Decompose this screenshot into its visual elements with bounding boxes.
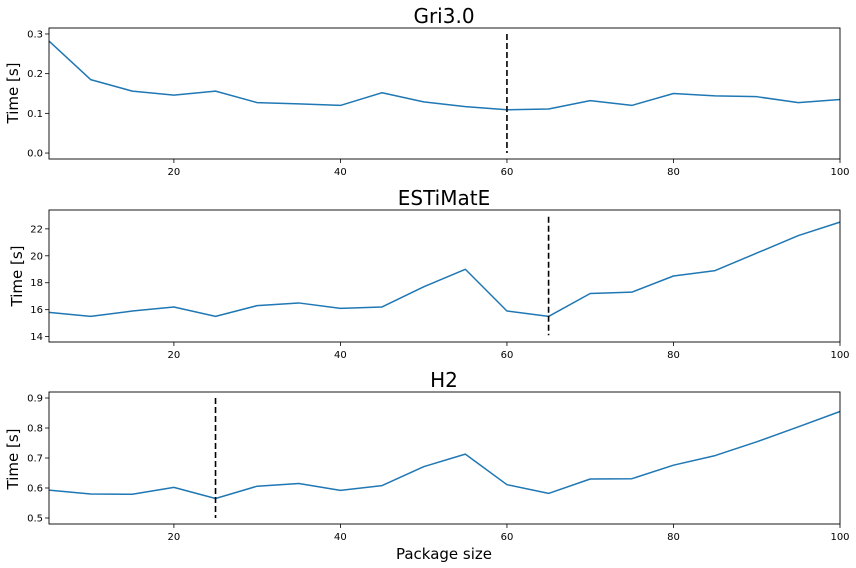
data-point <box>714 269 716 271</box>
data-point <box>506 310 508 312</box>
y-axis-label: Time [s] <box>4 429 22 491</box>
data-point <box>256 485 258 487</box>
data-point <box>672 275 674 277</box>
x-tick-label: 80 <box>667 532 680 543</box>
data-point <box>797 101 799 103</box>
x-tick-label: 100 <box>830 167 849 178</box>
data-point <box>422 101 424 103</box>
data-point <box>422 286 424 288</box>
x-tick-label: 60 <box>501 167 514 178</box>
y-tick-label: 0.6 <box>27 484 43 495</box>
data-point <box>589 292 591 294</box>
subplot-h2: H2 Time [s] Package size 20 40 60 80 100 0.5 0… <box>4 368 850 563</box>
y-tick-label: 0.0 <box>27 149 43 160</box>
series-line <box>48 40 841 111</box>
data-point <box>714 95 716 97</box>
x-tick-label: 20 <box>168 532 181 543</box>
data-point <box>173 94 175 96</box>
data-point <box>173 306 175 308</box>
y-tick-label: 0.8 <box>27 424 43 435</box>
data-point <box>89 315 91 317</box>
data-point <box>214 90 216 92</box>
data-point <box>214 315 216 317</box>
data-point <box>381 484 383 486</box>
y-tick-label: 20 <box>30 251 43 262</box>
data-point <box>464 105 466 107</box>
data-point <box>589 478 591 480</box>
y-tick-label: 14 <box>30 332 43 343</box>
data-point <box>131 493 133 495</box>
plot-area: 20 40 60 80 100 0.0 0.1 0.2 0.3 <box>27 27 850 178</box>
data-point <box>631 104 633 106</box>
data-point <box>672 464 674 466</box>
x-tick-label: 40 <box>334 350 347 361</box>
data-point <box>756 441 758 443</box>
axes-frame <box>48 27 841 160</box>
data-point <box>756 95 758 97</box>
y-tick-label: 0.7 <box>27 454 43 465</box>
data-point <box>547 492 549 494</box>
data-point <box>173 486 175 488</box>
x-tick-label: 80 <box>667 350 680 361</box>
data-point <box>464 268 466 270</box>
subplot-gri3: Gri3.0 Time [s] 20 40 60 80 100 0.0 0.1 0.2 0.3 <box>4 4 850 178</box>
x-tick-label: 60 <box>501 532 514 543</box>
y-tick-label: 0.9 <box>27 394 43 405</box>
x-tick-label: 60 <box>501 350 514 361</box>
data-point <box>298 103 300 105</box>
data-point <box>298 482 300 484</box>
x-tick-label: 40 <box>334 532 347 543</box>
y-axis-label: Time [s] <box>4 63 22 125</box>
y-tick-label: 0.3 <box>27 29 43 40</box>
y-tick-label: 22 <box>30 224 43 235</box>
plot-area: 20 40 60 80 100 14 16 18 20 22 <box>30 209 850 361</box>
y-tick-label: 0.1 <box>27 109 43 120</box>
data-point <box>89 493 91 495</box>
data-point <box>339 104 341 106</box>
data-point <box>506 484 508 486</box>
data-point <box>131 90 133 92</box>
data-point <box>339 307 341 309</box>
data-point <box>256 304 258 306</box>
data-point <box>547 108 549 110</box>
data-point <box>464 453 466 455</box>
data-point <box>381 306 383 308</box>
x-tick-label: 20 <box>168 167 181 178</box>
data-point <box>797 426 799 428</box>
data-point <box>422 466 424 468</box>
x-tick-label: 40 <box>334 167 347 178</box>
y-tick-label: 18 <box>30 278 43 289</box>
data-point <box>672 92 674 94</box>
x-tick-label: 100 <box>830 350 849 361</box>
y-tick-label: 0.2 <box>27 69 43 80</box>
data-point <box>797 234 799 236</box>
data-point <box>631 291 633 293</box>
y-tick-label: 16 <box>30 305 43 316</box>
x-tick-label: 100 <box>830 532 849 543</box>
data-point <box>339 489 341 491</box>
data-point <box>381 92 383 94</box>
axes-frame <box>48 209 841 343</box>
chart-title: ESTiMatE <box>398 186 490 210</box>
subplot-estimate: ESTiMatE Time [s] 20 40 60 80 100 14 16 18 20 22 <box>8 186 850 361</box>
y-axis-label: Time [s] <box>8 246 26 308</box>
y-tick-label: 0.5 <box>27 514 43 525</box>
x-tick-label: 20 <box>168 350 181 361</box>
data-point <box>256 101 258 103</box>
data-point <box>89 78 91 80</box>
data-point <box>589 99 591 101</box>
plot-area: 20 40 60 80 100 0.5 0.6 0.7 0.8 0.9 <box>27 391 850 543</box>
chart-title: Gri3.0 <box>413 4 474 28</box>
data-point <box>714 454 716 456</box>
x-tick-label: 80 <box>667 167 680 178</box>
data-point <box>298 302 300 304</box>
data-point <box>756 252 758 254</box>
series-line <box>48 410 841 500</box>
x-axis-label: Package size <box>396 545 492 563</box>
data-point <box>631 478 633 480</box>
data-point <box>131 310 133 312</box>
series-line <box>48 221 841 318</box>
chart-title: H2 <box>430 368 458 392</box>
